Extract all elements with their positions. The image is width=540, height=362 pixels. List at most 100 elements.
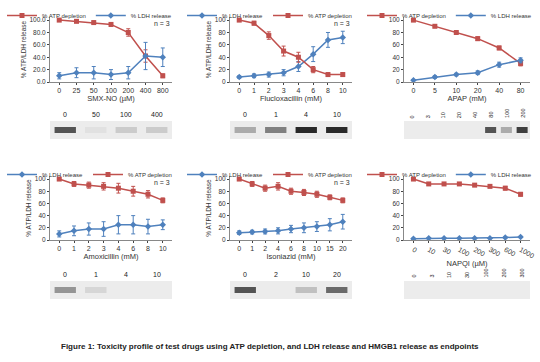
svg-text:60: 60	[218, 41, 226, 48]
svg-text:20.0: 20.0	[33, 66, 46, 73]
svg-text:10: 10	[440, 112, 446, 118]
svg-text:APAP (mM): APAP (mM)	[448, 94, 487, 103]
svg-text:0: 0	[63, 111, 67, 118]
svg-text:% ATP/LDH release: % ATP/LDH release	[25, 179, 32, 237]
svg-text:10: 10	[159, 245, 167, 252]
svg-text:60: 60	[218, 200, 226, 207]
svg-text:30: 30	[442, 246, 452, 256]
svg-text:40: 40	[218, 212, 226, 219]
svg-text:40: 40	[392, 212, 400, 219]
svg-text:20: 20	[456, 112, 462, 118]
svg-text:10: 10	[452, 87, 460, 94]
svg-text:0: 0	[411, 246, 418, 254]
svg-text:6: 6	[131, 245, 135, 252]
svg-text:40: 40	[495, 87, 503, 94]
svg-text:0: 0	[243, 111, 247, 118]
svg-text:4: 4	[276, 245, 280, 252]
svg-text:200: 200	[122, 87, 134, 94]
svg-text:8: 8	[302, 245, 306, 252]
svg-text:10: 10	[333, 111, 341, 118]
svg-text:200: 200	[501, 268, 507, 277]
svg-text:3: 3	[425, 115, 431, 118]
svg-text:3: 3	[282, 87, 286, 94]
svg-text:80: 80	[38, 188, 46, 195]
svg-text:40: 40	[392, 54, 400, 61]
svg-text:6: 6	[311, 87, 315, 94]
svg-text:60: 60	[392, 41, 400, 48]
svg-text:60: 60	[38, 200, 46, 207]
svg-text:15: 15	[326, 245, 334, 252]
svg-text:400: 400	[151, 111, 163, 118]
svg-text:50: 50	[90, 87, 98, 94]
svg-text:200: 200	[520, 108, 526, 117]
svg-text:% ATP/LDH release: % ATP/LDH release	[205, 20, 212, 78]
svg-text:20: 20	[392, 66, 400, 73]
svg-text:SMX-NO (µM): SMX-NO (µM)	[87, 94, 135, 103]
svg-text:60.0: 60.0	[33, 41, 46, 48]
svg-text:30: 30	[464, 272, 470, 278]
svg-text:0: 0	[409, 115, 415, 118]
svg-text:% ATP/LDH release: % ATP/LDH release	[20, 20, 27, 78]
svg-text:600: 600	[503, 246, 517, 258]
svg-text:6: 6	[289, 245, 293, 252]
svg-text:10: 10	[153, 271, 161, 278]
svg-text:% LDH release: % LDH release	[131, 13, 172, 19]
svg-text:10: 10	[313, 245, 321, 252]
svg-text:1000: 1000	[518, 246, 535, 260]
svg-text:20: 20	[333, 271, 341, 278]
svg-text:10: 10	[302, 271, 310, 278]
svg-text:0: 0	[222, 78, 226, 85]
svg-text:% LDH release: % LDH release	[491, 172, 532, 178]
svg-text:40: 40	[38, 212, 46, 219]
svg-text:80: 80	[392, 188, 400, 195]
svg-text:% ATP depletion: % ATP depletion	[402, 172, 446, 178]
svg-text:1: 1	[252, 87, 256, 94]
svg-text:20: 20	[218, 224, 226, 231]
svg-text:2: 2	[267, 87, 271, 94]
svg-text:0: 0	[237, 245, 241, 252]
svg-text:n = 3: n = 3	[334, 179, 350, 186]
svg-text:0: 0	[411, 87, 415, 94]
svg-text:50: 50	[92, 111, 100, 118]
svg-text:1: 1	[250, 245, 254, 252]
svg-text:3: 3	[429, 274, 435, 277]
svg-text:10: 10	[426, 246, 436, 256]
svg-text:80: 80	[218, 29, 226, 36]
svg-text:% ATP depletion: % ATP depletion	[402, 13, 446, 19]
svg-text:% LDH release: % LDH release	[491, 13, 532, 19]
svg-text:NAPQI (µM): NAPQI (µM)	[447, 259, 488, 268]
svg-text:0: 0	[222, 236, 226, 243]
svg-text:100: 100	[105, 87, 117, 94]
svg-text:% ATP/LDH release: % ATP/LDH release	[205, 179, 212, 237]
svg-text:100: 100	[504, 109, 510, 118]
svg-text:0: 0	[63, 271, 67, 278]
svg-text:n = 3: n = 3	[154, 179, 170, 186]
svg-text:40: 40	[472, 112, 478, 118]
svg-text:% ATP depletion: % ATP depletion	[308, 13, 352, 19]
svg-text:20: 20	[474, 87, 482, 94]
svg-text:100: 100	[483, 268, 489, 277]
svg-text:0: 0	[42, 236, 46, 243]
svg-text:Isoniazid (mM): Isoniazid (mM)	[266, 252, 316, 261]
svg-text:800: 800	[157, 87, 169, 94]
svg-text:20: 20	[339, 245, 347, 252]
svg-text:1: 1	[72, 245, 76, 252]
svg-text:100: 100	[389, 16, 400, 23]
svg-text:8: 8	[146, 245, 150, 252]
svg-text:80: 80	[392, 29, 400, 36]
svg-text:80: 80	[218, 188, 226, 195]
svg-text:100: 100	[389, 175, 400, 182]
svg-text:5: 5	[433, 87, 437, 94]
svg-text:25: 25	[73, 87, 81, 94]
svg-text:1: 1	[274, 111, 278, 118]
svg-text:10: 10	[446, 272, 452, 278]
svg-text:80: 80	[517, 87, 525, 94]
svg-text:0: 0	[396, 236, 400, 243]
svg-text:20: 20	[38, 224, 46, 231]
svg-text:300: 300	[519, 268, 525, 277]
svg-text:100: 100	[120, 111, 132, 118]
svg-text:Amoxicillin (mM): Amoxicillin (mM)	[84, 252, 140, 261]
svg-text:Flucloxacillin (mM): Flucloxacillin (mM)	[260, 94, 323, 103]
svg-text:0: 0	[237, 87, 241, 94]
svg-text:% ATP depletion: % ATP depletion	[42, 13, 86, 19]
